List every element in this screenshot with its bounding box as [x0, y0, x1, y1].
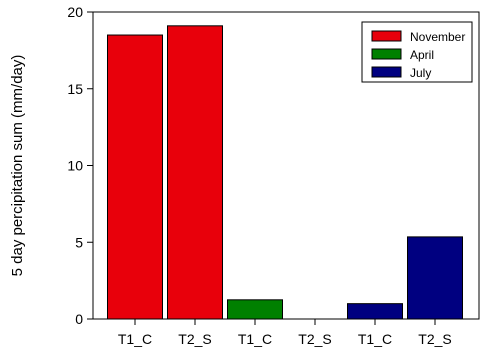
y-tick-label: 5 — [75, 234, 83, 250]
legend-label-november: November — [410, 30, 465, 44]
legend-swatch-november — [371, 30, 402, 42]
x-axis-ticks: T1_C T2_S T1_C T2_S T1_C T2_S — [118, 319, 452, 347]
x-tick-label: T2_S — [178, 331, 211, 347]
x-tick-label: T1_C — [358, 331, 392, 347]
y-tick-label: 0 — [75, 311, 83, 327]
bar-november-0 — [107, 34, 163, 320]
y-tick-label: 15 — [67, 81, 83, 97]
legend: November April July — [361, 21, 473, 83]
y-tick-label: 10 — [67, 158, 83, 174]
legend-swatch-april — [371, 48, 402, 60]
bar-july-4 — [347, 303, 403, 320]
y-axis-title: 5 day percipitation sum (mm/day) — [9, 55, 26, 277]
legend-label-july: July — [410, 66, 431, 80]
y-tick-label: 20 — [67, 4, 83, 20]
bar-july-5 — [407, 236, 463, 320]
x-tick-label: T2_S — [418, 331, 451, 347]
x-tick-label: T1_C — [238, 331, 272, 347]
x-tick-label: T1_C — [118, 331, 152, 347]
legend-label-april: April — [410, 48, 434, 62]
bar-november-1 — [167, 25, 223, 320]
legend-swatch-july — [371, 66, 402, 78]
y-axis-ticks: 0 5 10 15 20 — [67, 4, 93, 327]
bars — [107, 25, 463, 320]
bar-april-2 — [227, 299, 283, 320]
x-tick-label: T2_S — [298, 331, 331, 347]
